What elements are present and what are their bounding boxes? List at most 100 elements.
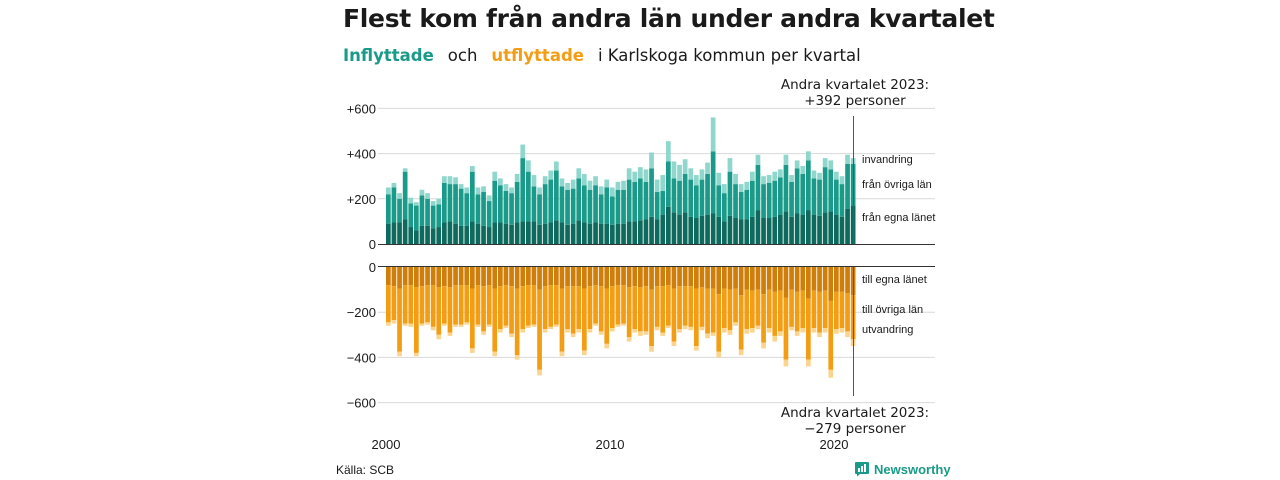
- bar-out-ovriga: [486, 285, 492, 325]
- bar-out-ovriga: [587, 286, 593, 330]
- bar-out-egna: [520, 267, 526, 287]
- bar-out-utvandring: [699, 326, 705, 331]
- bar-in-egna: [604, 223, 610, 244]
- bar-in-egna: [537, 224, 542, 244]
- bar-in-invandring: [638, 167, 643, 179]
- bar-in-egna: [694, 218, 699, 244]
- bar-in-egna: [481, 225, 486, 244]
- bar-out-ovriga: [694, 288, 699, 347]
- bar-in-invandring: [559, 178, 565, 187]
- bar-out-utvandring: [570, 333, 576, 338]
- bar-out-egna: [806, 267, 811, 299]
- bar-in-egna: [548, 222, 554, 244]
- bar-out-utvandring: [481, 331, 486, 335]
- bar-in-ovriga: [632, 181, 638, 222]
- bar-in-egna: [839, 216, 845, 244]
- bar-in-invandring: [822, 158, 828, 168]
- bar-in-invandring: [677, 164, 682, 181]
- bar-in-invandring: [598, 186, 604, 195]
- bar-out-ovriga: [621, 285, 626, 324]
- bar-out-utvandring: [531, 324, 537, 327]
- bar-out-ovriga: [531, 285, 537, 325]
- bar-out-utvandring: [548, 326, 554, 330]
- axes: [378, 116, 935, 396]
- bar-in-invandring: [766, 175, 772, 183]
- bar-out-ovriga: [778, 290, 783, 332]
- bar-in-ovriga: [526, 171, 531, 222]
- bar-out-egna: [458, 267, 464, 286]
- bar-out-ovriga: [498, 286, 503, 330]
- bar-out-utvandring: [402, 323, 408, 326]
- bar-in-ovriga: [699, 179, 705, 216]
- bar-in-invandring: [839, 176, 845, 185]
- bar-out-utvandring: [845, 331, 850, 338]
- bar-in-egna: [772, 216, 778, 244]
- bar-in-egna: [755, 210, 761, 244]
- bar-in-invandring: [828, 160, 834, 170]
- bar-in-egna: [626, 221, 632, 244]
- bar-in-egna: [492, 222, 498, 244]
- bar-out-egna: [402, 267, 408, 286]
- bar-in-ovriga: [587, 189, 593, 224]
- bar-out-utvandring: [772, 335, 778, 342]
- bar-out-egna: [828, 267, 834, 301]
- bar-in-invandring: [503, 184, 509, 191]
- bar-in-invandring: [520, 144, 526, 159]
- bar-out-ovriga: [464, 285, 470, 323]
- bar-in-invandring: [755, 154, 761, 165]
- bar-out-ovriga: [425, 285, 430, 323]
- bar-in-ovriga: [694, 185, 699, 219]
- bar-out-utvandring: [733, 322, 738, 326]
- bar-out-egna: [744, 267, 750, 290]
- bar-in-egna: [738, 219, 744, 244]
- bar-out-utvandring: [811, 328, 817, 333]
- bar-out-utvandring: [386, 322, 391, 326]
- bar-in-ovriga: [598, 194, 604, 224]
- bar-out-egna: [470, 267, 475, 289]
- bar-out-ovriga: [800, 290, 806, 329]
- bar-out-egna: [570, 267, 576, 287]
- bar-out-utvandring: [755, 325, 761, 330]
- bar-out-utvandring: [598, 331, 604, 335]
- bar-in-ovriga: [514, 181, 520, 223]
- bar-in-invandring: [789, 175, 794, 182]
- bar-in-egna: [783, 211, 789, 244]
- bar-out-ovriga: [783, 297, 789, 360]
- bar-out-egna: [397, 267, 402, 289]
- axis-labels: +600 +400 +200 0 0 −200 −400 −600 2000 2010 2020 An…: [347, 77, 929, 452]
- bar-out-egna: [811, 267, 817, 291]
- bar-in-invandring: [654, 179, 660, 193]
- bar-out-ovriga: [514, 288, 520, 356]
- bar-in-ovriga: [649, 168, 654, 217]
- bar-out-ovriga: [738, 295, 744, 350]
- bar-out-ovriga: [526, 285, 531, 326]
- bar-out-ovriga: [419, 286, 425, 324]
- bar-in-egna: [811, 214, 817, 244]
- bar-in-ovriga: [397, 198, 402, 223]
- series-label-out: till egna länet: [862, 274, 927, 286]
- bar-in-ovriga: [470, 171, 475, 222]
- bar-in-egna: [766, 218, 772, 244]
- bar-in-egna: [744, 219, 750, 244]
- bar-out-utvandring: [419, 323, 425, 326]
- bar-out-utvandring: [414, 352, 419, 357]
- bar-in-ovriga: [806, 160, 811, 211]
- bar-in-invandring: [453, 177, 458, 185]
- subtitle-rest: i Karlskoga kommun per kvartal: [597, 46, 861, 65]
- newsworthy-logo[interactable]: Newsworthy: [854, 461, 951, 477]
- bar-in-egna: [470, 221, 475, 244]
- bar-out-ovriga: [436, 287, 442, 335]
- bar-in-invandring: [671, 161, 677, 179]
- bar-out-egna: [598, 267, 604, 287]
- bar-out-egna: [509, 267, 514, 287]
- bar-out-ovriga: [671, 288, 677, 342]
- bar-out-egna: [677, 267, 682, 287]
- brand-name: Newsworthy: [874, 461, 951, 477]
- bar-in-egna: [677, 214, 682, 244]
- bar-in-invandring: [744, 181, 750, 190]
- bar-out-egna: [654, 267, 660, 287]
- y-tick-label: +200: [347, 192, 376, 207]
- bar-in-invandring: [442, 176, 447, 183]
- bar-in-invandring: [554, 161, 559, 171]
- bar-out-egna: [464, 267, 470, 286]
